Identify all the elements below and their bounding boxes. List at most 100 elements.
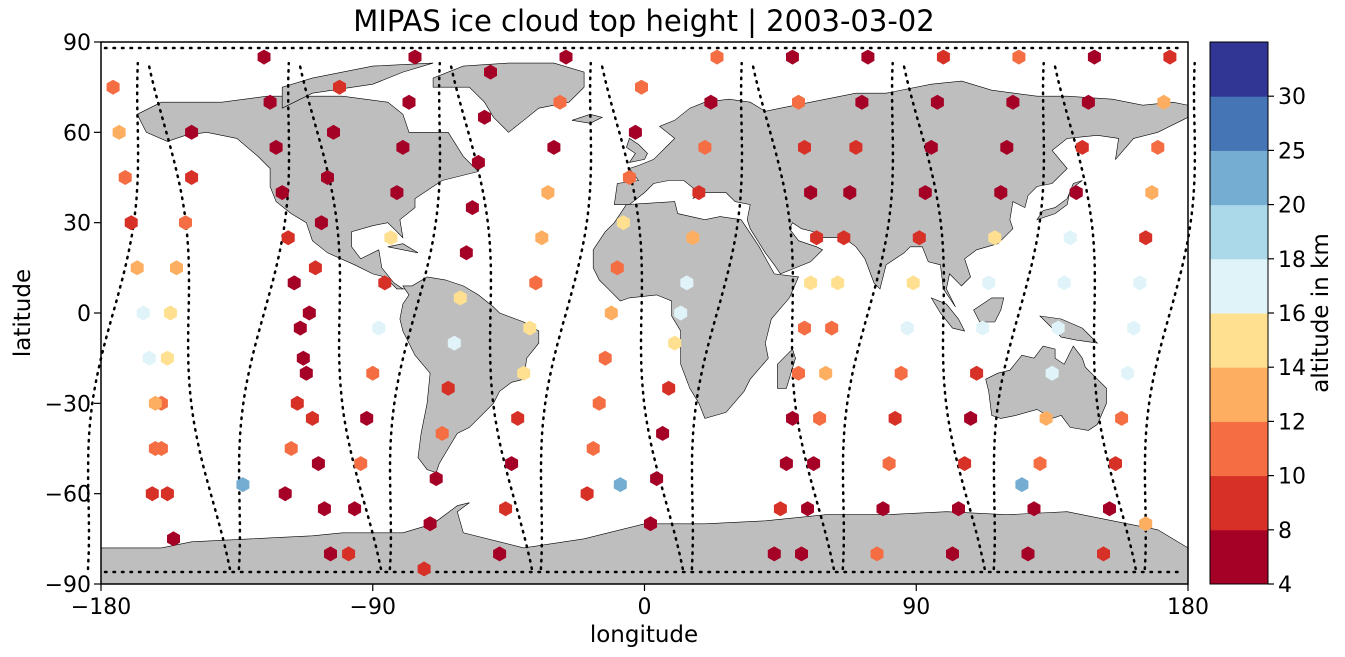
orbit-track bbox=[600, 61, 685, 571]
cloud-point bbox=[798, 320, 811, 336]
land-mass bbox=[281, 62, 434, 109]
cloud-point bbox=[1015, 477, 1029, 493]
cloud-point bbox=[882, 456, 896, 472]
cloud-point bbox=[1133, 275, 1147, 291]
cloud-point bbox=[130, 260, 144, 276]
cloud-point bbox=[302, 305, 316, 321]
cloud-point bbox=[1151, 139, 1165, 155]
cloud-point bbox=[1006, 94, 1020, 110]
cloud-point bbox=[553, 94, 567, 110]
colorbar-tick-label: 25 bbox=[1278, 139, 1306, 164]
cloud-point bbox=[541, 185, 555, 201]
colorbar-tick-label: 30 bbox=[1278, 85, 1306, 110]
cloud-point bbox=[396, 139, 410, 155]
cloud-point bbox=[290, 395, 304, 411]
cloud-point bbox=[1081, 94, 1095, 110]
cloud-point bbox=[471, 154, 485, 170]
cloud-point bbox=[686, 230, 700, 246]
land-mass bbox=[387, 243, 419, 254]
cloud-point bbox=[586, 441, 600, 456]
cloud-point bbox=[493, 546, 507, 562]
cloud-point bbox=[305, 410, 319, 426]
cloud-point bbox=[136, 305, 150, 321]
cloud-point bbox=[837, 230, 851, 246]
cloud-point bbox=[106, 79, 120, 95]
cloud-point bbox=[825, 320, 839, 336]
cloud-point bbox=[296, 350, 310, 366]
cloud-point bbox=[160, 350, 174, 366]
colorbar-segment bbox=[1210, 313, 1268, 368]
land-mass bbox=[626, 137, 648, 163]
cloud-point bbox=[148, 395, 162, 411]
cloud-point bbox=[275, 185, 289, 201]
cloud-point bbox=[773, 501, 787, 517]
cloud-point bbox=[952, 501, 965, 517]
cloud-point bbox=[453, 290, 467, 306]
cloud-point bbox=[622, 170, 636, 185]
cloud-point bbox=[1121, 365, 1135, 381]
cloud-point bbox=[1145, 185, 1159, 201]
cloud-point bbox=[517, 365, 531, 381]
cloud-point bbox=[1063, 230, 1077, 246]
x-tick-label: −90 bbox=[350, 595, 396, 620]
colorbar-segment bbox=[1210, 421, 1268, 477]
cloud-point bbox=[1109, 456, 1122, 472]
y-tick-label: 60 bbox=[63, 121, 91, 146]
cloud-point bbox=[1021, 546, 1035, 562]
land-mass bbox=[1039, 315, 1099, 344]
x-tick-label: −180 bbox=[71, 595, 131, 620]
chart-title: MIPAS ice cloud top height | 2003-03-02 bbox=[353, 4, 934, 38]
cloud-point bbox=[142, 350, 156, 366]
cloud-point bbox=[284, 441, 298, 456]
cloud-point bbox=[145, 486, 159, 502]
cloud-point bbox=[1075, 139, 1089, 155]
orbit-track bbox=[86, 61, 140, 571]
cloud-point bbox=[635, 79, 648, 95]
cloud-point bbox=[372, 320, 386, 336]
cloud-point bbox=[613, 477, 627, 493]
cloud-point bbox=[795, 546, 808, 562]
cloud-point bbox=[154, 441, 168, 456]
x-tick-label: 180 bbox=[1167, 595, 1209, 620]
colorbar-segment bbox=[1210, 204, 1268, 260]
cloud-point bbox=[786, 410, 799, 426]
colorbar-tick-label: 4 bbox=[1278, 573, 1292, 598]
cloud-point bbox=[698, 139, 712, 155]
cloud-point bbox=[1033, 456, 1047, 472]
cloud-point bbox=[499, 501, 513, 517]
cloud-point bbox=[402, 94, 416, 110]
cloud-point bbox=[278, 486, 292, 502]
cloud-point bbox=[185, 124, 199, 140]
cloud-point bbox=[779, 456, 793, 472]
cloud-point bbox=[1051, 320, 1065, 336]
cloud-point bbox=[263, 94, 277, 110]
colorbar-segment bbox=[1210, 150, 1268, 206]
colorbar-segment bbox=[1210, 367, 1268, 422]
orbit-track bbox=[539, 61, 593, 571]
orbit-track bbox=[751, 61, 836, 571]
cloud-point bbox=[354, 456, 368, 472]
cloud-point bbox=[1087, 49, 1101, 65]
cloud-point bbox=[888, 410, 902, 426]
cloud-point bbox=[185, 170, 199, 185]
cloud-point bbox=[160, 486, 174, 502]
cloud-point bbox=[692, 185, 706, 201]
cloud-point bbox=[342, 546, 356, 562]
cloud-point bbox=[281, 230, 295, 246]
cloud-point bbox=[982, 275, 996, 291]
cloud-point bbox=[958, 456, 972, 472]
cloud-point bbox=[861, 49, 875, 65]
colorbar-tick-label: 20 bbox=[1278, 194, 1306, 219]
cloud-point bbox=[1139, 230, 1153, 246]
cloud-point bbox=[849, 139, 863, 155]
cloud-point bbox=[124, 215, 138, 231]
orbit-track bbox=[147, 61, 232, 571]
colorbar-segment bbox=[1210, 42, 1268, 97]
cloud-point bbox=[976, 320, 990, 336]
cloud-point bbox=[813, 410, 827, 426]
colorbar-tick-label: 8 bbox=[1278, 519, 1292, 544]
land-mass bbox=[399, 276, 540, 473]
land-mass bbox=[973, 297, 1005, 323]
cloud-point bbox=[317, 501, 331, 517]
